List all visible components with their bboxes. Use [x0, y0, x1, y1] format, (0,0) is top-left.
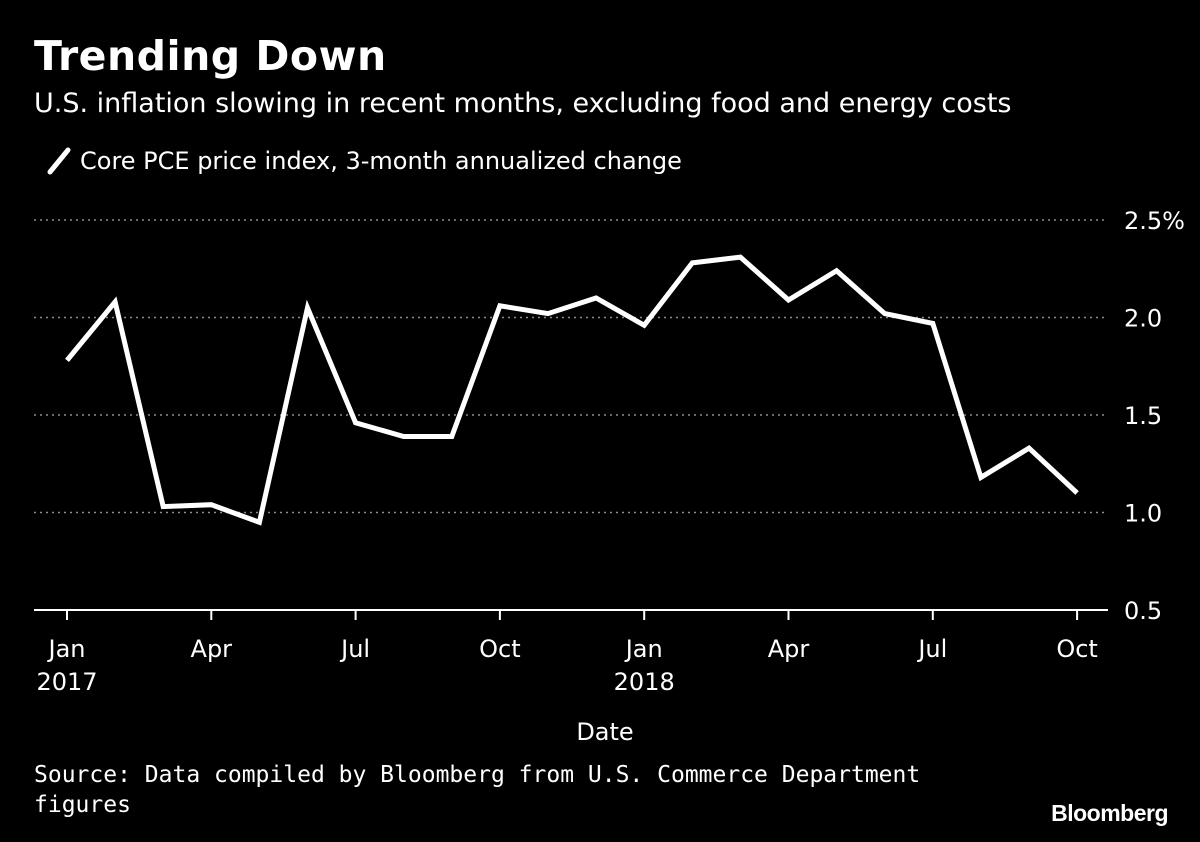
line-swatch-icon — [47, 147, 71, 175]
y-tick-label: 2.0 — [1124, 305, 1162, 333]
legend-label: Core PCE price index, 3-month annualized… — [80, 147, 682, 175]
series-line — [65, 254, 1079, 526]
x-tick-label: Oct — [1056, 635, 1098, 663]
y-tick-label: 1.5 — [1124, 402, 1162, 430]
y-tick-label: 1.0 — [1124, 500, 1162, 528]
chart-title: Trending Down — [34, 32, 387, 80]
x-tick-label: Jul — [339, 635, 370, 663]
x-tick-label: Jan — [624, 635, 663, 663]
x-axis-label: Date — [576, 718, 633, 746]
x-tick-label: Oct — [479, 635, 521, 663]
brand-logo: Bloomberg — [1051, 800, 1168, 826]
y-tick-label: 2.5% — [1124, 207, 1185, 235]
x-tick-label: Jan — [47, 635, 86, 663]
legend: Core PCE price index, 3-month annualized… — [46, 146, 682, 176]
y-tick-label: 0.5 — [1124, 597, 1162, 625]
x-tick-label: Apr — [768, 635, 810, 663]
chart-subtitle: U.S. inflation slowing in recent months,… — [34, 88, 1012, 119]
x-tick-label: Apr — [191, 635, 233, 663]
x-tick-year-label: 2018 — [614, 668, 675, 696]
x-tick-year-label: 2017 — [36, 668, 97, 696]
x-tick-label: Jul — [916, 635, 947, 663]
source-note: Source: Data compiled by Bloomberg from … — [34, 762, 921, 818]
